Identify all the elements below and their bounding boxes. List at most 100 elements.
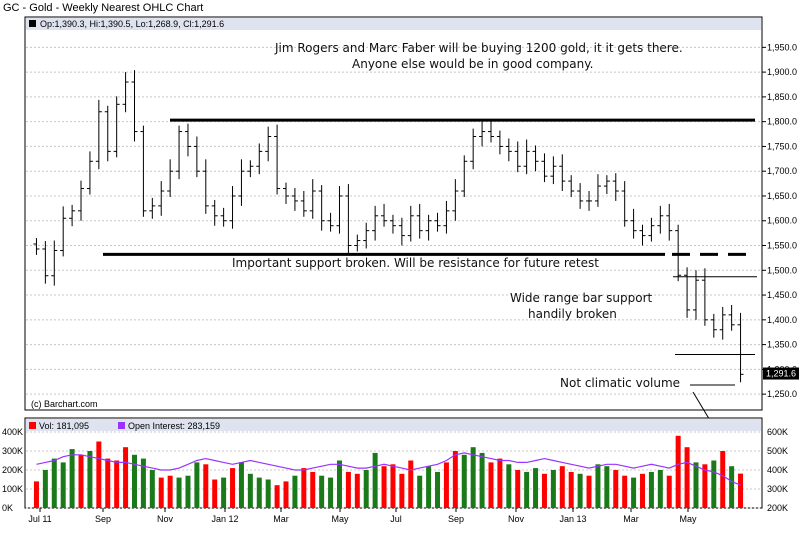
volume-right-tick-label: 400K xyxy=(767,465,788,475)
ohlc-bar xyxy=(336,186,343,234)
chart-title: GC - Gold - Weekly Nearest OHLC Chart xyxy=(3,2,204,14)
volume-bar xyxy=(336,460,342,508)
ohlc-bar xyxy=(621,181,628,227)
volume-bar xyxy=(51,458,57,508)
volume-legend-text: Vol: 181,095 xyxy=(39,421,89,431)
volume-bar xyxy=(577,473,583,508)
ohlc-bar xyxy=(354,234,361,252)
ohlc-bar xyxy=(60,206,67,257)
volume-bar xyxy=(87,451,93,508)
volume-bar xyxy=(60,462,66,508)
volume-bar xyxy=(443,462,449,508)
ohlc-bar xyxy=(443,200,450,234)
x-tick-label: May xyxy=(679,514,697,524)
volume-bar xyxy=(381,466,387,508)
volume-gridlines xyxy=(26,431,761,509)
volume-bar xyxy=(666,475,672,508)
ohlc-bar xyxy=(211,199,218,226)
price-axis: 1,950.0 1,900.0 1,850.0 1,800.0 1,750.0 1,700… xyxy=(762,42,797,399)
last-price-label: 1,291.6 xyxy=(766,369,796,379)
price-tick-label: 1,500.0 xyxy=(767,265,797,275)
ohlc-bar xyxy=(728,304,735,331)
ohlc-bar xyxy=(657,205,664,234)
ohlc-bar xyxy=(176,125,183,180)
x-tick-label: Nov xyxy=(508,514,525,524)
ohlc-bar xyxy=(345,184,352,256)
last-price-box xyxy=(763,367,799,380)
volume-bar xyxy=(363,470,369,508)
ohlc-bar xyxy=(532,145,539,172)
volume-bar xyxy=(568,471,574,508)
ohlc-bar xyxy=(434,212,441,232)
x-tick-label: Jul 11 xyxy=(28,514,51,524)
volume-bar xyxy=(230,468,236,508)
ohlc-bar xyxy=(69,204,76,227)
volume-bar xyxy=(176,477,182,508)
x-tick-label: Sep xyxy=(448,514,464,524)
volume-bar xyxy=(586,475,592,508)
ohlc-bar xyxy=(496,130,503,155)
ohlc-bar xyxy=(684,267,691,318)
price-tick-label: 1,250.0 xyxy=(767,389,797,399)
volume-right-tick-label: 600K xyxy=(767,427,788,437)
x-tick-label: Mar xyxy=(273,514,289,524)
volume-bar xyxy=(69,449,75,508)
volume-legend-marker xyxy=(29,422,36,429)
price-tick-label: 1,650.0 xyxy=(767,191,797,201)
x-tick-label: Mar xyxy=(623,514,639,524)
volume-bar xyxy=(470,447,476,508)
ohlc-bar xyxy=(274,124,281,195)
volume-right-tick-label: 200K xyxy=(767,503,788,513)
ohlc-bar xyxy=(541,153,548,183)
volume-bar xyxy=(123,447,129,508)
annotation-not-climatic: Not climatic volume xyxy=(560,376,680,390)
ohlc-bar xyxy=(318,185,325,231)
volume-bar xyxy=(675,435,681,508)
annotation-support-broken: Important support broken. Will be resist… xyxy=(232,256,599,270)
volume-bar xyxy=(657,470,663,508)
volume-left-tick-label: 400K xyxy=(2,427,23,437)
ohlc-bar xyxy=(416,203,423,239)
ohlc-bar xyxy=(381,203,388,227)
price-tick-label: 1,850.0 xyxy=(767,92,797,102)
price-legend-text: Op:1,390.3, Hi:1,390.5, Lo:1,268.9, Cl:1… xyxy=(40,19,224,29)
volume-bar xyxy=(524,471,530,508)
price-tick-label: 1,450.0 xyxy=(767,290,797,300)
price-tick-label: 1,750.0 xyxy=(767,141,797,151)
volume-bar xyxy=(559,466,565,508)
ohlc-bar xyxy=(33,238,40,255)
ohlc-bar xyxy=(586,191,593,211)
ohlc-bar xyxy=(283,182,290,204)
price-tick-label: 1,400.0 xyxy=(767,315,797,325)
ohlc-bar xyxy=(648,217,655,242)
ohlc-bar xyxy=(220,207,227,227)
volume-bar xyxy=(310,471,316,508)
volume-bar xyxy=(613,470,619,508)
volume-bar xyxy=(729,466,735,508)
x-axis: Jul 11 Sep Nov Jan 12 Mar May Jul Sep Nov Jan 13 M… xyxy=(28,508,697,524)
ohlc-bar xyxy=(710,313,717,338)
volume-bar xyxy=(149,470,155,508)
volume-bar xyxy=(702,464,708,508)
x-tick-label: Nov xyxy=(157,514,174,524)
volume-bar xyxy=(33,481,39,508)
volume-left-tick-label: 200K xyxy=(2,465,23,475)
ohlc-bar xyxy=(452,179,459,221)
ohlc-bar xyxy=(470,128,477,170)
price-tick-label: 1,550.0 xyxy=(767,241,797,251)
ohlc-bar xyxy=(149,197,156,219)
volume-bar xyxy=(283,481,289,508)
barchart-credit: (c) Barchart.com xyxy=(31,399,98,409)
ohlc-bar xyxy=(719,306,726,340)
oi-legend-marker xyxy=(118,422,125,429)
volume-bar xyxy=(319,475,325,508)
ohlc-bar xyxy=(425,214,432,241)
volume-bar xyxy=(203,464,209,508)
ohlc-bar xyxy=(327,212,334,232)
ohlc-bar xyxy=(256,143,263,175)
volume-bar xyxy=(452,451,458,508)
volume-bar xyxy=(506,464,512,508)
volume-bar xyxy=(131,454,137,508)
volume-bar xyxy=(345,471,351,508)
ohlc-bar xyxy=(603,175,610,194)
